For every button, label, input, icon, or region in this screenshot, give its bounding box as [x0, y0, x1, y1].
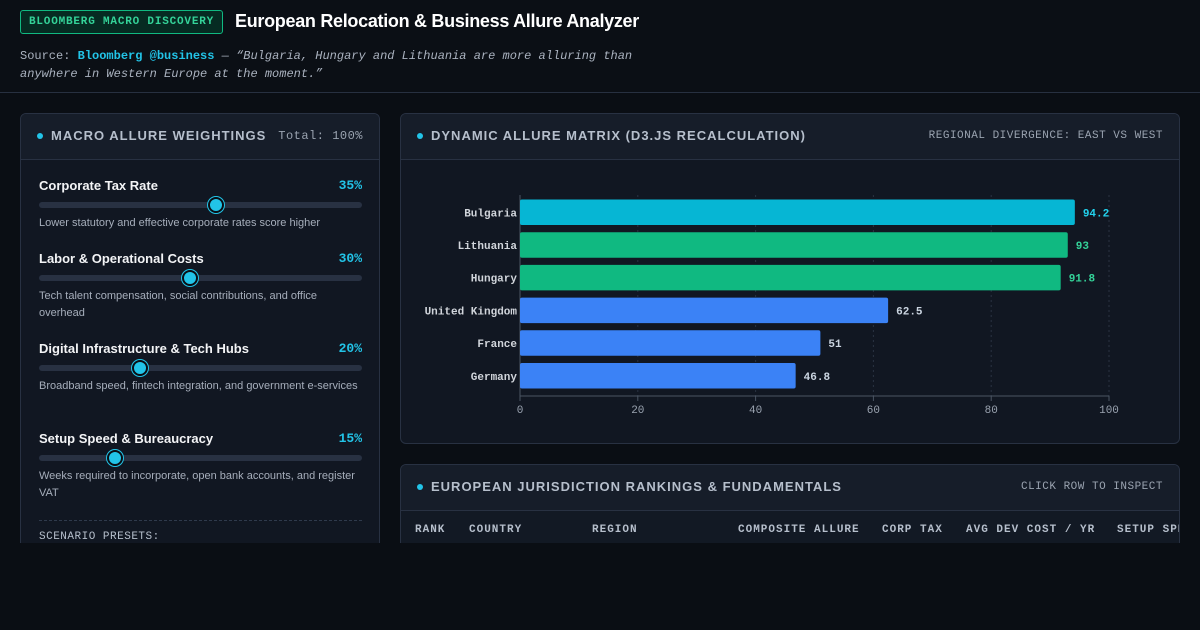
- column-header[interactable]: REGION: [592, 524, 638, 536]
- matrix-title-text: DYNAMIC ALLURE MATRIX (D3.JS RECALCULATI…: [431, 128, 806, 143]
- page-title: European Relocation & Business Allure An…: [235, 11, 639, 31]
- slider-thumb[interactable]: [182, 270, 198, 286]
- category-label: United Kingdom: [425, 306, 518, 318]
- weight-percent: 15%: [338, 431, 362, 446]
- allure-bar-chart: 0 20 40 60 80 100 Bulgaria 94.2 Lithuania 93 Hunga…: [425, 195, 1119, 417]
- brand-badge: BLOOMBERG MACRO DISCOVERY: [20, 10, 224, 34]
- bar[interactable]: [520, 363, 796, 389]
- category-label: Germany: [471, 372, 518, 384]
- weight-description: Weeks required to incorporate, open bank…: [39, 470, 355, 499]
- column-header[interactable]: CORP TAX: [882, 524, 943, 536]
- weight-label: Setup Speed & Bureaucracy: [39, 431, 214, 446]
- weight-description: Broadband speed, fintech integration, an…: [39, 380, 358, 392]
- column-header[interactable]: COUNTRY: [469, 524, 523, 536]
- bar-value-label: 94.2: [1083, 208, 1109, 220]
- bar-value-label: 93: [1076, 241, 1090, 253]
- rankings-panel-header: EUROPEAN JURISDICTION RANKINGS & FUNDAME…: [401, 465, 1179, 511]
- bar-value-label: 46.8: [804, 372, 831, 384]
- bar-value-label: 51: [828, 339, 842, 351]
- bar-value-label: 91.8: [1069, 274, 1096, 286]
- source-handle-link[interactable]: Bloomberg @business: [77, 49, 215, 63]
- source-citation: Source: Bloomberg @business — “Bulgaria,…: [20, 47, 660, 83]
- x-tick-label: 100: [1099, 405, 1119, 417]
- bar[interactable]: [520, 232, 1068, 258]
- bar[interactable]: [520, 264, 1061, 291]
- bar[interactable]: [520, 330, 821, 356]
- slider-thumb[interactable]: [132, 360, 148, 376]
- category-label: Hungary: [471, 274, 518, 286]
- weight-percent: 35%: [338, 178, 362, 193]
- presets-divider: [39, 520, 362, 521]
- weight-slider[interactable]: [39, 360, 362, 376]
- x-tick-label: 60: [867, 405, 880, 417]
- allure-matrix-panel: DYNAMIC ALLURE MATRIX (D3.JS RECALCULATI…: [400, 113, 1180, 444]
- weight-slider[interactable]: [39, 450, 362, 466]
- page-bottom-area: [0, 543, 1200, 630]
- category-label: Lithuania: [458, 241, 518, 253]
- x-tick-label: 20: [631, 405, 644, 417]
- rankings-title: EUROPEAN JURISDICTION RANKINGS & FUNDAME…: [417, 479, 842, 494]
- weightings-total: Total: 100%: [278, 129, 363, 143]
- weight-label: Corporate Tax Rate: [39, 178, 158, 193]
- weight-description: Lower statutory and effective corporate …: [39, 217, 321, 229]
- status-dot-icon: [417, 132, 423, 139]
- weight-percent: 20%: [338, 341, 362, 356]
- app-header: BLOOMBERG MACRO DISCOVERY European Reloc…: [0, 0, 1200, 93]
- column-header[interactable]: SETUP SPE: [1117, 524, 1180, 536]
- weight-label: Digital Infrastructure & Tech Hubs: [39, 341, 249, 356]
- status-dot-icon: [417, 483, 423, 490]
- weight-slider[interactable]: [39, 197, 362, 213]
- category-label: Bulgaria: [464, 208, 517, 220]
- bar[interactable]: [520, 199, 1075, 226]
- x-tick-label: 80: [985, 405, 998, 417]
- column-header[interactable]: RANK: [415, 524, 446, 536]
- status-dot-icon: [37, 132, 43, 139]
- column-header[interactable]: COMPOSITE ALLURE: [738, 524, 860, 536]
- weightings-panel-header: MACRO ALLURE WEIGHTINGS Total: 100%: [21, 114, 379, 160]
- x-tick-label: 0: [517, 405, 524, 417]
- weight-slider[interactable]: [39, 270, 362, 286]
- matrix-meta: REGIONAL DIVERGENCE: EAST VS WEST: [928, 130, 1163, 142]
- weight-description: Tech talent compensation, social contrib…: [39, 290, 318, 319]
- bar[interactable]: [520, 297, 889, 324]
- source-label: Source:: [20, 49, 71, 63]
- weight-percent: 30%: [338, 251, 362, 266]
- column-header[interactable]: AVG DEV COST / YR: [966, 524, 1096, 536]
- weightings-title: MACRO ALLURE WEIGHTINGS: [37, 128, 266, 143]
- rankings-meta: CLICK ROW TO INSPECT: [1020, 481, 1163, 493]
- presets-label: SCENARIO PRESETS:: [39, 531, 160, 543]
- bar-value-label: 62.5: [896, 306, 923, 318]
- matrix-panel-header: DYNAMIC ALLURE MATRIX (D3.JS RECALCULATI…: [401, 114, 1179, 160]
- matrix-title: DYNAMIC ALLURE MATRIX (D3.JS RECALCULATI…: [417, 128, 806, 143]
- slider-thumb[interactable]: [107, 450, 123, 466]
- category-label: France: [477, 339, 517, 351]
- weight-label: Labor & Operational Costs: [39, 251, 204, 266]
- x-tick-label: 40: [749, 405, 762, 417]
- source-quote: — “Bulgaria, Hungary and Lithuania are m…: [20, 49, 633, 81]
- slider-thumb[interactable]: [208, 197, 224, 213]
- rankings-title-text: EUROPEAN JURISDICTION RANKINGS & FUNDAME…: [431, 479, 842, 494]
- weightings-panel: MACRO ALLURE WEIGHTINGS Total: 100% Corp…: [20, 113, 380, 553]
- rankings-panel: EUROPEAN JURISDICTION RANKINGS & FUNDAME…: [400, 464, 1180, 554]
- weightings-title-text: MACRO ALLURE WEIGHTINGS: [51, 128, 267, 143]
